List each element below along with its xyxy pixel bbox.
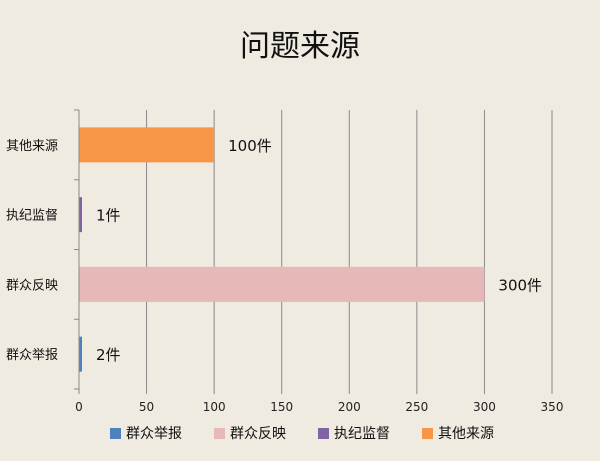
data-label: 2件 — [96, 346, 121, 364]
x-tick-label: 300 — [473, 400, 496, 414]
legend-label: 执纪监督 — [334, 426, 390, 442]
x-tick-label: 200 — [338, 400, 361, 414]
y-category-label: 执纪监督 — [6, 209, 58, 224]
data-label: 100件 — [228, 137, 272, 155]
bar-4 — [79, 127, 215, 163]
x-tick-label: 50 — [139, 400, 154, 414]
legend: 群众举报 群众反映 执纪监督 其他来源 — [110, 426, 494, 442]
legend-swatch — [422, 428, 433, 439]
y-category-label: 其他来源 — [6, 139, 58, 154]
bar-2 — [79, 266, 485, 302]
legend-label: 群众反映 — [230, 426, 286, 442]
legend-swatch — [110, 428, 121, 439]
bars: 2件 300件 1件 100件 — [79, 127, 542, 372]
x-tick-label: 150 — [270, 400, 293, 414]
x-tick-label: 100 — [203, 400, 226, 414]
bar-3 — [79, 197, 82, 233]
x-tick-label: 0 — [75, 400, 83, 414]
axes: 0 50 100 150 200 250 300 350 群众举报 群众反映 执纪监督 其他来源 — [6, 109, 564, 414]
data-label: 1件 — [96, 207, 121, 225]
bar-1 — [79, 336, 82, 372]
legend-label: 其他来源 — [438, 426, 494, 442]
y-category-label: 群众反映 — [6, 278, 58, 293]
y-category-label: 群众举报 — [6, 348, 58, 363]
legend-label: 群众举报 — [126, 426, 182, 442]
data-label: 300件 — [498, 276, 542, 294]
x-tick-label: 350 — [541, 400, 564, 414]
x-tick-label: 250 — [405, 400, 428, 414]
chart-title: 问题来源 — [240, 29, 360, 64]
legend-swatch — [318, 428, 329, 439]
legend-swatch — [214, 428, 225, 439]
